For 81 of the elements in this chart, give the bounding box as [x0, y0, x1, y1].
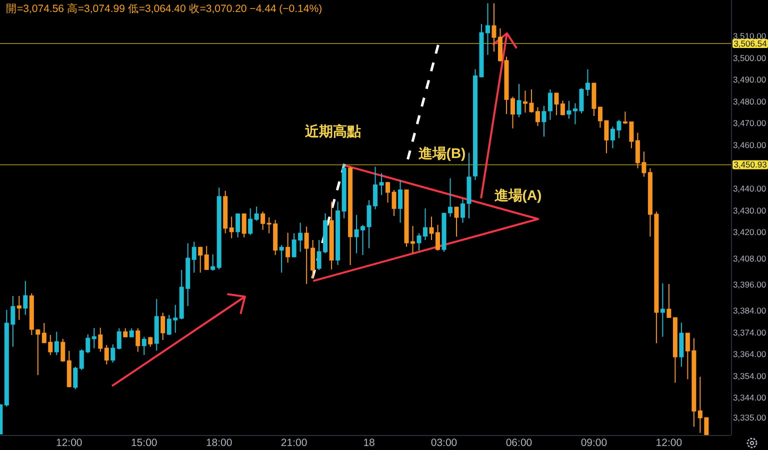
- candlestick: [229, 216, 234, 239]
- ref-line-label: 3,450.93: [734, 160, 768, 170]
- candlestick: [548, 88, 552, 120]
- x-tick-label: 12:00: [56, 437, 82, 449]
- x-tick-label: 18:00: [206, 437, 232, 449]
- candlestick: [442, 212, 446, 252]
- candlestick: [392, 190, 396, 216]
- y-tick-label: 3,344.00: [732, 392, 766, 403]
- candlestick: [329, 201, 334, 270]
- candlestick: [554, 92, 559, 116]
- candlestick: [672, 317, 678, 384]
- candlestick: [454, 206, 459, 238]
- candlestick: [210, 254, 216, 272]
- candlestick: [254, 206, 259, 222]
- candlestick: [223, 190, 228, 234]
- candlestick: [585, 68, 590, 96]
- candlestick: [286, 232, 290, 264]
- candlestick: [535, 106, 540, 126]
- y-tick-label: 3,374.00: [732, 327, 766, 338]
- candlestick: [466, 152, 472, 219]
- y-tick-label: 3,490.00: [732, 74, 766, 85]
- x-tick-label: 09:00: [580, 437, 608, 449]
- y-tick-label: 3,440.00: [732, 184, 766, 194]
- x-tick-label: 12:00: [656, 437, 682, 449]
- candlestick: [448, 178, 453, 218]
- y-tick-label: 3,470.00: [732, 118, 766, 128]
- candlestick: [98, 327, 103, 352]
- candlestick: [473, 68, 478, 181]
- y-tick-label: 3,396.00: [732, 279, 766, 290]
- candlestick: [192, 241, 196, 274]
- candlestick: [73, 366, 78, 390]
- candlestick: [248, 208, 253, 236]
- chart-subtitle: 開=3,074.56 高=3,074.99 低=3,064.40 收=3,070.20 −4.44 (−0.14%): [6, 2, 322, 15]
- annotation: 近期高點: [304, 123, 361, 139]
- candlestick: [660, 282, 665, 338]
- candlestick: [460, 198, 466, 224]
- candlestick: [516, 83, 522, 118]
- ref-line-label: 3,506.54: [734, 38, 768, 48]
- candlestick: [279, 244, 284, 274]
- candlestick: [66, 350, 72, 388]
- candlestick: [398, 180, 403, 224]
- candlestick: [60, 338, 66, 362]
- candlestick: [16, 295, 22, 320]
- candlestick: [566, 100, 572, 120]
- candlestick: [342, 163, 346, 219]
- y-tick-label: 3,500.00: [732, 52, 766, 63]
- candlestick: [542, 105, 546, 138]
- y-tick-label: 3,364.00: [732, 349, 766, 360]
- y-tick-label: 3,354.00: [732, 370, 766, 381]
- candlestick: [592, 82, 596, 116]
- x-tick-label: 03:00: [430, 437, 458, 449]
- candlestick: [379, 172, 384, 196]
- y-tick-label: 3,420.00: [732, 227, 766, 238]
- y-tick-label: 3,408.00: [732, 253, 766, 264]
- candlestick: [54, 331, 59, 356]
- candlestick: [92, 327, 96, 349]
- x-tick-label: 15:00: [130, 437, 158, 449]
- y-tick-label: 3,480.00: [732, 96, 766, 106]
- candlestick: [23, 280, 28, 316]
- x-tick-label: 18: [363, 437, 376, 449]
- y-tick-label: 3,430.00: [732, 205, 766, 216]
- candlestick: [216, 187, 222, 270]
- y-tick-label: 3,335.00: [732, 412, 766, 422]
- candlestick: [560, 100, 565, 116]
- candlestick: [336, 201, 340, 266]
- y-tick-label: 3,384.00: [732, 306, 766, 316]
- y-tick-label: 3,510.00: [732, 30, 766, 41]
- annotation: 進場(B): [417, 145, 466, 161]
- candlestick: [666, 283, 672, 318]
- candlestick: [198, 246, 203, 274]
- x-tick-label: 21:00: [280, 437, 308, 449]
- candlestick: [204, 246, 209, 271]
- candlestick: [679, 322, 684, 368]
- candlestick: [260, 211, 266, 230]
- x-tick-label: 06:00: [506, 437, 532, 449]
- candlestick: [348, 166, 353, 266]
- candlestick: [236, 212, 240, 238]
- candlestick: [386, 181, 390, 204]
- y-tick-label: 3,460.00: [732, 140, 766, 150]
- candlestick: [104, 344, 109, 365]
- candlestick: [242, 212, 246, 238]
